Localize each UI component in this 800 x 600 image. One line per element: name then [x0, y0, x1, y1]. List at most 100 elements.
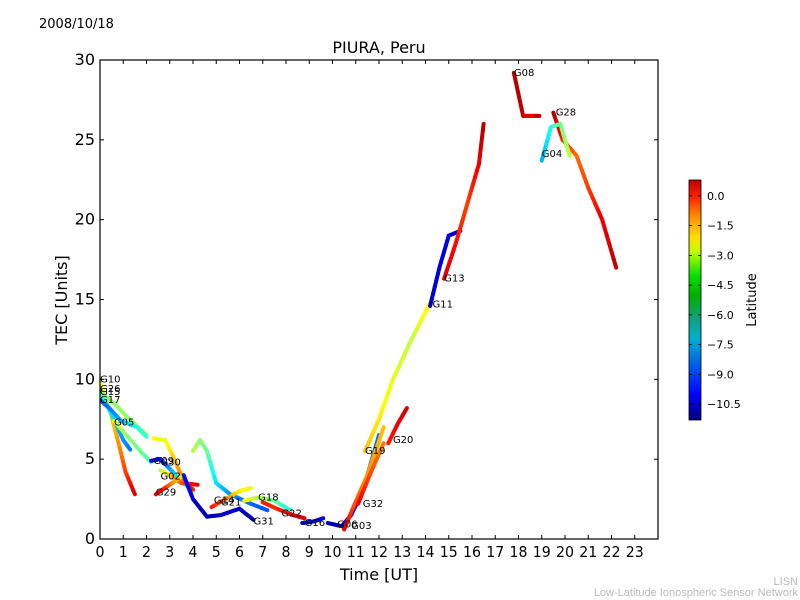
colorbar-ticks: 0.0 −1.5 −3.0 −4.5 −6.0 −7.5 −9.0 −10.5: [689, 190, 741, 411]
track-point: [189, 486, 195, 492]
track-point: [319, 516, 326, 521]
x-tick-label: 9: [305, 543, 314, 561]
colorbar-tick-label: −7.5: [707, 339, 734, 352]
track-G29: [153, 473, 186, 497]
track-G21: [209, 485, 254, 510]
satellite-label: G31: [253, 516, 273, 527]
track-G17: [100, 398, 149, 439]
track-point: [300, 515, 307, 521]
y-tick-label: 15: [75, 290, 95, 309]
x-tick-label: 8: [282, 543, 291, 561]
x-tick-label: 17: [486, 543, 504, 561]
satellite-label: G03: [351, 521, 371, 532]
y-tick-label: 25: [75, 130, 95, 149]
x-tick-label: 23: [626, 543, 644, 561]
x-tick-label: 18: [510, 543, 528, 561]
colorbar-tick-label: −9.0: [707, 368, 734, 381]
x-tick-label: 1: [119, 543, 128, 561]
x-tick-label: 22: [603, 543, 621, 561]
satellite-label: G02: [160, 472, 180, 483]
colorbar-tick-label: −10.5: [707, 398, 741, 411]
x-tick-label: 19: [533, 543, 551, 561]
y-tick-label: 30: [75, 50, 95, 69]
x-tick-label: 0: [96, 543, 105, 561]
track-point: [379, 441, 386, 451]
satellite-label: G21: [221, 497, 241, 508]
plot-frame: [99, 59, 659, 540]
satellite-label: G04: [542, 149, 562, 160]
track-G31: [181, 473, 256, 522]
satellite-label: G30: [160, 457, 180, 468]
track-G32: [356, 441, 386, 506]
track-point: [247, 485, 254, 491]
satellite-label: G28: [556, 108, 576, 119]
track-point: [262, 507, 270, 513]
track-G11: [428, 228, 463, 308]
satellite-label: G29: [156, 488, 176, 499]
colorbar-tick-label: 0.0: [707, 190, 725, 203]
colorbar-tick-label: −1.5: [707, 220, 734, 233]
x-tick-label: 6: [235, 543, 244, 561]
satellite-label: G18: [258, 492, 278, 503]
x-tick-label: 7: [258, 543, 267, 561]
x-axis: 0 1 2 3 4 5 6 7 8 9 10 11 12 13 14 15 16 17 18 19 20 21 22 23: [96, 60, 644, 561]
y-tick-label: 5: [85, 449, 95, 468]
x-tick-label: 11: [347, 543, 365, 561]
satellite-label: G17: [100, 395, 120, 406]
satellite-label: G16: [305, 518, 325, 529]
track-point: [566, 148, 572, 158]
track-G04: [539, 121, 572, 163]
colorbar-tick-label: −4.5: [707, 279, 734, 292]
colorbar-label: Latitude: [745, 273, 760, 327]
satellite-label: G05: [114, 417, 134, 428]
y-tick-label: 10: [75, 369, 95, 388]
satellite-label: G26: [100, 384, 120, 395]
x-tick-label: 21: [579, 543, 597, 561]
track-point: [285, 506, 293, 513]
track-point: [611, 257, 619, 270]
satellite-label: G10: [100, 374, 120, 385]
footer-org-long: Low-Latitude Ionospheric Sensor Network: [593, 587, 798, 599]
date-label: 2008/10/18: [39, 17, 114, 32]
track-G22: [260, 500, 307, 521]
track-G16: [300, 516, 326, 526]
satellite-label: G20: [393, 435, 413, 446]
satellite-label: G22: [281, 508, 301, 519]
track-G20: [386, 406, 409, 446]
satellite-label: G09: [153, 456, 173, 467]
x-axis-label: Time [UT]: [339, 565, 418, 584]
track-G03: [342, 425, 386, 532]
x-tick-label: 20: [556, 543, 574, 561]
x-tick-label: 3: [165, 543, 174, 561]
x-tick-label: 4: [189, 543, 198, 561]
x-tick-label: 15: [440, 543, 458, 561]
track-point: [378, 425, 386, 438]
y-axis-label: TEC [Units]: [52, 255, 71, 346]
satellite-label: G15: [100, 387, 120, 398]
satellite-label: G14: [214, 496, 234, 507]
track-point: [131, 488, 137, 497]
footer-org-short: LISN: [773, 576, 798, 588]
track-G08: [511, 70, 542, 118]
track-point: [403, 406, 409, 413]
track-G13: [442, 121, 486, 281]
satellite-label: G13: [444, 274, 464, 285]
x-tick-label: 14: [417, 543, 435, 561]
satellite-label: G32: [363, 499, 383, 510]
colorbar-tick-label: −3.0: [707, 249, 734, 262]
track-point: [249, 515, 256, 522]
y-tick-label: 20: [75, 210, 95, 229]
chart-title: PIURA, Peru: [332, 38, 426, 57]
track-G18: [242, 495, 293, 513]
y-axis: 0 5 10 15 20 25 30: [75, 50, 658, 548]
colorbar-gradient: [688, 179, 702, 421]
satellite-label: G19: [365, 446, 385, 457]
colorbar-tick-label: −6.0: [707, 309, 734, 322]
x-tick-label: 10: [324, 543, 342, 561]
x-tick-label: 16: [463, 543, 481, 561]
x-tick-label: 5: [212, 543, 221, 561]
track-point: [480, 121, 486, 133]
x-tick-label: 2: [142, 543, 151, 561]
